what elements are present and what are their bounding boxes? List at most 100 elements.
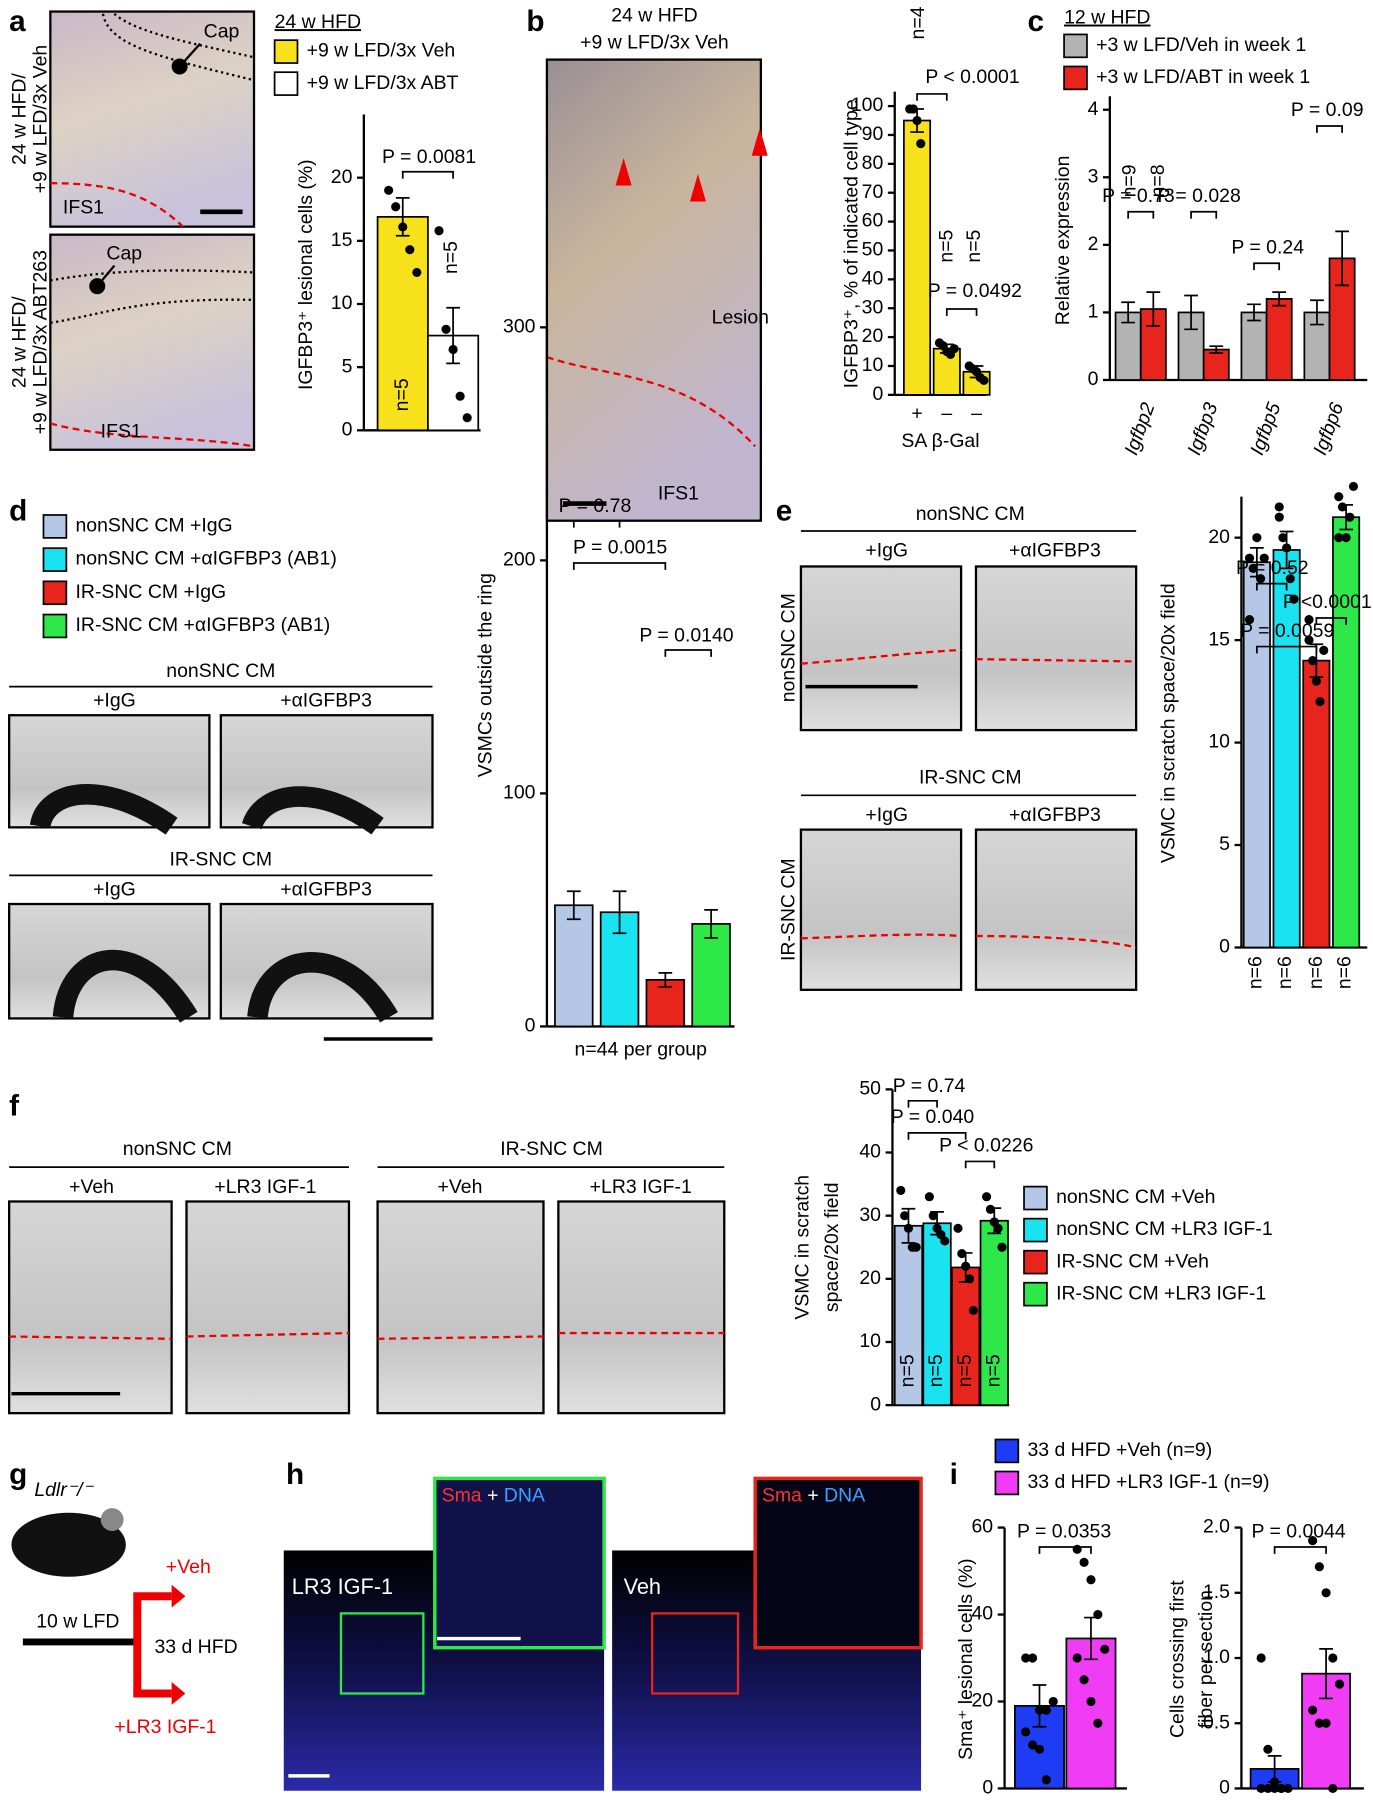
micrograph — [799, 565, 963, 732]
data-point — [896, 1185, 906, 1195]
error-bar — [704, 909, 718, 939]
legend-swatch — [273, 39, 299, 64]
data-point — [1028, 1653, 1038, 1663]
inset-box — [651, 1612, 740, 1695]
y-tick-label: 0 — [1219, 1777, 1230, 1799]
data-point — [1034, 1705, 1045, 1715]
data-point — [462, 413, 472, 423]
data-point — [982, 1192, 992, 1202]
error-bar — [1319, 1648, 1333, 1700]
data-point — [391, 202, 401, 212]
stain-join: + — [487, 1485, 498, 1507]
y-tick-label: 20 — [331, 166, 353, 188]
legend-swatch — [1023, 1185, 1048, 1211]
bracket — [1190, 210, 1218, 219]
x-tick-label: Igfbp3 — [1183, 400, 1222, 458]
boundary — [9, 1331, 725, 1340]
panel-letter: e — [776, 495, 793, 528]
y-tick-label: 0 — [870, 1393, 881, 1415]
y-tick-label: 50 — [862, 239, 884, 261]
data-point — [1321, 1588, 1331, 1598]
data-point — [412, 267, 422, 278]
data-point — [1304, 615, 1314, 625]
row-label: 24 w HFD/ — [9, 73, 31, 165]
data-point — [964, 1274, 975, 1284]
data-point — [1252, 533, 1262, 543]
bracket — [916, 93, 948, 101]
x-tick-label: Igfbp5 — [1246, 400, 1285, 458]
data-point — [940, 1236, 950, 1246]
data-point — [1041, 1775, 1051, 1785]
panel-letter: i — [950, 1458, 958, 1491]
y-axis-label: VSMC in scratch — [791, 1175, 813, 1320]
mouse — [11, 1512, 126, 1577]
y-axis-label: fiber per section — [1195, 1590, 1217, 1728]
column-label: +IgG — [865, 540, 908, 562]
y-tick-label: 20 — [862, 325, 884, 347]
y-tick-label: 80 — [862, 152, 884, 174]
data-point — [968, 1305, 978, 1315]
error-bar — [1146, 291, 1161, 327]
y-tick-label: 1.5 — [1203, 1581, 1230, 1603]
bar — [922, 1222, 952, 1407]
row-label: +9 w LFD/3x Veh — [29, 45, 51, 194]
cap-outline — [50, 269, 255, 324]
inset — [753, 1476, 923, 1650]
y-tick-label: 2 — [1088, 233, 1099, 255]
region-label: IFS1 — [658, 483, 699, 505]
y-tick-label: 0 — [872, 383, 883, 405]
data-point — [1283, 1783, 1293, 1794]
bar — [1240, 311, 1268, 381]
data-point — [1263, 1744, 1273, 1754]
data-point — [908, 104, 918, 114]
p-value: P = 0.0081 — [382, 146, 476, 168]
data-point — [1315, 697, 1325, 707]
panel-letter: g — [9, 1458, 27, 1491]
legend-label: 33 d HFD +Veh (n=9) — [1027, 1439, 1212, 1461]
bar — [1202, 348, 1230, 381]
bar — [951, 1266, 981, 1407]
data-point — [1256, 1653, 1266, 1663]
y-tick-label: 10 — [862, 354, 884, 376]
n-label: n=5 — [440, 241, 462, 274]
x-tick-label: – — [941, 402, 952, 424]
data-point — [1334, 492, 1344, 502]
data-point — [1270, 1783, 1280, 1794]
panel-letter: f — [9, 1090, 19, 1123]
data-point — [405, 245, 415, 255]
inset-box — [339, 1612, 425, 1695]
y-tick-label: 40 — [862, 267, 884, 289]
n-label: n=5 — [391, 378, 413, 411]
column-label: +αIGFBP3 — [1009, 804, 1101, 826]
bracket — [1273, 1546, 1327, 1554]
data-point — [1285, 574, 1295, 584]
p-value: P = 0.0140 — [639, 624, 733, 646]
data-point — [1244, 615, 1255, 625]
data-point — [1248, 563, 1258, 573]
y-axis-label: space/20x field — [821, 1182, 843, 1312]
bracket — [1253, 262, 1281, 271]
strain-label: Ldlr⁻/⁻ — [34, 1479, 94, 1501]
p-value: P = 0.24 — [1231, 237, 1304, 259]
n-label: n=6 — [1244, 956, 1266, 989]
bracket — [1256, 582, 1288, 591]
data-point — [1048, 1696, 1058, 1707]
p-value: P <0.0001 — [1283, 591, 1372, 613]
data-point — [997, 1242, 1007, 1252]
y-tick-label: 60 — [862, 210, 884, 232]
data-point — [398, 222, 408, 232]
y-tick-label: 20 — [972, 1690, 994, 1712]
group-label: nonSNC CM — [166, 660, 275, 682]
data-point — [1079, 1557, 1089, 1567]
legend-label: IR-SNC CM +αIGFBP3 (AB1) — [76, 614, 331, 636]
p-value: P = 0.0353 — [1017, 1520, 1111, 1542]
micrograph — [49, 233, 256, 451]
legend-swatch — [1023, 1217, 1048, 1243]
data-point — [993, 1223, 1003, 1233]
y-tick-label: 100 — [851, 94, 884, 116]
p-value: P = 0.78 — [559, 495, 632, 517]
n-label: n=6 — [1305, 956, 1327, 989]
data-point — [1072, 1653, 1082, 1663]
